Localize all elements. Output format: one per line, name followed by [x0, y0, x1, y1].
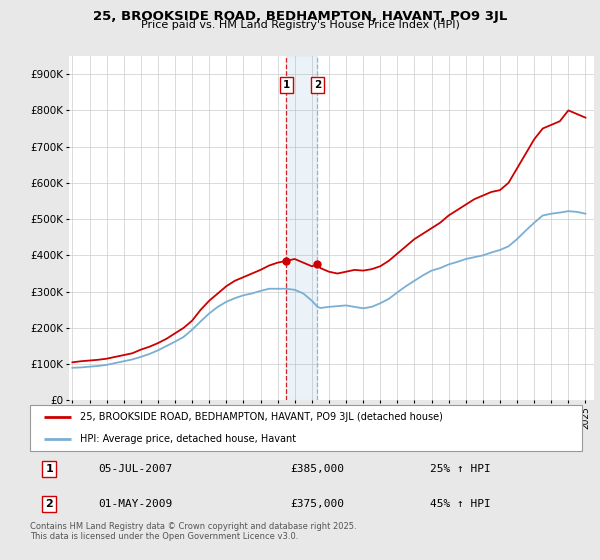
- FancyBboxPatch shape: [30, 405, 582, 451]
- Text: 2: 2: [46, 499, 53, 509]
- Text: Contains HM Land Registry data © Crown copyright and database right 2025.
This d: Contains HM Land Registry data © Crown c…: [30, 522, 356, 542]
- Text: 25, BROOKSIDE ROAD, BEDHAMPTON, HAVANT, PO9 3JL: 25, BROOKSIDE ROAD, BEDHAMPTON, HAVANT, …: [93, 10, 507, 22]
- Text: HPI: Average price, detached house, Havant: HPI: Average price, detached house, Hava…: [80, 435, 296, 444]
- Text: 25, BROOKSIDE ROAD, BEDHAMPTON, HAVANT, PO9 3JL (detached house): 25, BROOKSIDE ROAD, BEDHAMPTON, HAVANT, …: [80, 412, 443, 422]
- Bar: [286, 56, 317, 400]
- Text: 45% ↑ HPI: 45% ↑ HPI: [430, 499, 491, 509]
- Text: 1: 1: [283, 80, 290, 90]
- Text: 2: 2: [314, 80, 321, 90]
- Text: Price paid vs. HM Land Registry's House Price Index (HPI): Price paid vs. HM Land Registry's House …: [140, 20, 460, 30]
- Text: 25% ↑ HPI: 25% ↑ HPI: [430, 464, 491, 474]
- Text: 05-JUL-2007: 05-JUL-2007: [98, 464, 172, 474]
- Text: £375,000: £375,000: [290, 499, 344, 509]
- Text: £385,000: £385,000: [290, 464, 344, 474]
- Text: 01-MAY-2009: 01-MAY-2009: [98, 499, 172, 509]
- Text: 1: 1: [46, 464, 53, 474]
